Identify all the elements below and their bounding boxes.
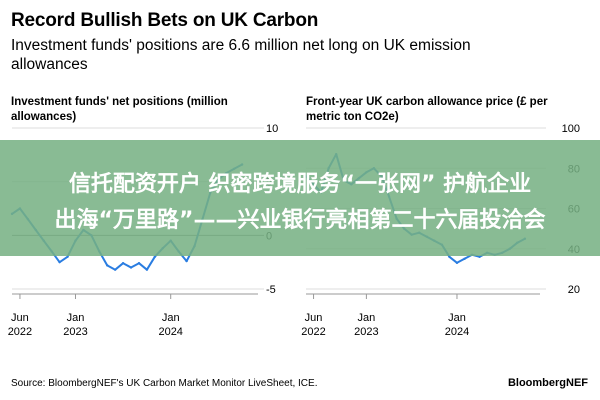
source-note: Source: BloombergNEF's UK Carbon Market … [11,378,318,389]
left-x-tick-year: 2023 [63,326,87,338]
left-y-tick-label: -5 [266,284,276,296]
overlay-banner[interactable]: 信托配资开户 织密跨境服务“一张网” 护航企业 出海“万里路”——兴业银行亮相第… [0,140,600,256]
left-x-tick-year: 2024 [158,326,182,338]
left-data-point [145,268,149,271]
left-data-point [137,262,141,265]
left-data-point [121,262,125,265]
right-x-tick-year: 2022 [301,326,325,338]
left-panel-title: Investment funds' net positions (million… [11,96,228,123]
left-x-tick-label: Jun [11,312,29,324]
right-data-point [455,261,459,265]
left-x-tick-label: Jan [162,312,180,324]
right-x-tick-label: Jan [358,312,376,324]
left-data-point [153,255,157,258]
banner-line-1: 信托配资开户 织密跨境服务“一张网” 护航企业 [68,172,532,197]
banner-line-2: 出海“万里路”——兴业银行亮相第二十六届投洽会 [54,208,546,233]
right-x-tick-label: Jan [448,312,466,324]
left-data-point [185,259,188,263]
right-y-tick-label: 100 [562,123,580,135]
left-x-tick-label: Jan [67,312,85,324]
left-data-point [58,260,61,264]
left-data-point [66,255,69,258]
right-data-point [478,255,481,258]
right-x-tick-label: Jun [305,312,323,324]
left-data-point [113,268,117,271]
left-y-tick-label: 10 [266,123,278,135]
left-data-point [106,264,109,267]
chart-subtitle: Investment funds' positions are 6.6 mill… [11,37,471,73]
right-y-tick-label: 20 [568,284,580,296]
right-panel-title: Front-year UK carbon allowance price (£ … [306,96,548,123]
left-x-tick-year: 2022 [8,326,32,338]
right-data-point [448,255,451,258]
right-x-tick-year: 2024 [445,326,469,338]
right-x-tick-year: 2023 [354,326,378,338]
brand-logo-text: BloombergNEF [507,377,588,389]
left-data-point [129,266,133,269]
chart-title: Record Bullish Bets on UK Carbon [11,10,319,31]
right-data-point [463,257,466,261]
